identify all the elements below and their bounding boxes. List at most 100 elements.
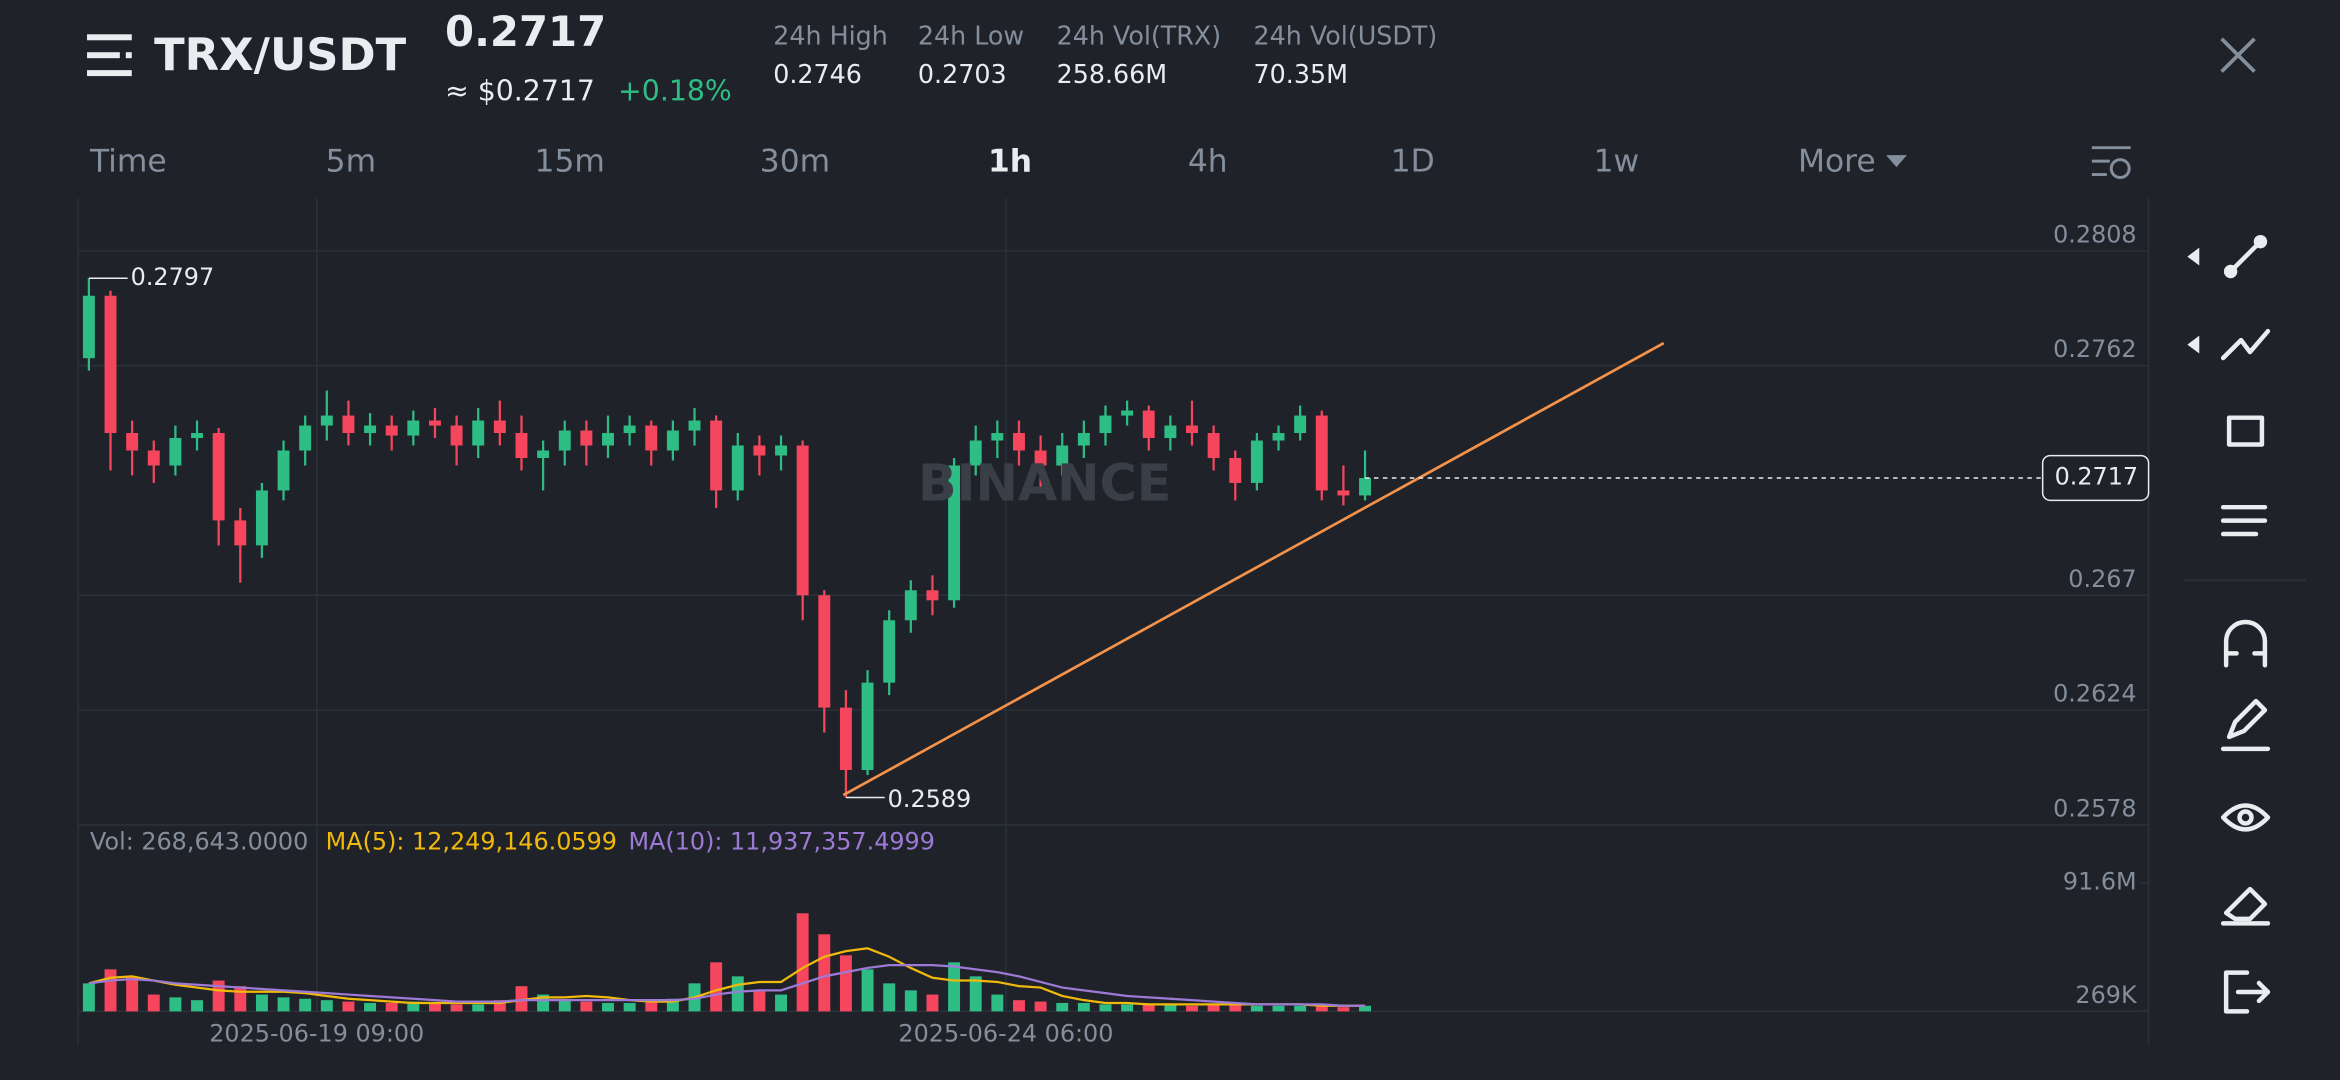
candle-body xyxy=(1315,415,1328,491)
pair[interactable]: TRX/USDT xyxy=(154,28,407,81)
magnet-tool[interactable] xyxy=(2223,619,2268,668)
last-price: 0.2717 xyxy=(445,7,606,56)
volume-ma-line xyxy=(88,947,1366,1007)
candle-body xyxy=(407,420,420,436)
y-tick-label: 0.267 xyxy=(2068,565,2136,593)
candle-body xyxy=(969,440,982,466)
stat-value: 70.35M xyxy=(1254,59,1348,89)
annotation-label: 0.2589 xyxy=(888,785,972,813)
volume-bar xyxy=(472,1004,485,1012)
volume-bar xyxy=(623,1002,636,1012)
timeframe-tab[interactable]: 1h xyxy=(988,144,1032,180)
candle-body xyxy=(277,450,290,491)
close-button[interactable] xyxy=(2220,37,2256,73)
timeframe-tab[interactable]: 5m xyxy=(326,144,376,180)
candle-body xyxy=(537,450,550,458)
volume-legend: MA(5): 12,249,146.0599 xyxy=(326,827,617,855)
candle-body xyxy=(1099,415,1112,434)
volume-bar xyxy=(407,1001,420,1012)
last-price-label: 0.2717 xyxy=(2055,462,2139,490)
candle-body xyxy=(299,425,312,451)
volume-bar xyxy=(385,1002,398,1012)
volume-bar xyxy=(1250,1005,1263,1012)
volume-bar xyxy=(1077,1002,1090,1012)
volume-bar xyxy=(1294,1005,1307,1012)
candle-body xyxy=(558,430,571,451)
volume-bar xyxy=(342,1001,355,1012)
candle-body xyxy=(493,420,506,434)
candle-body xyxy=(775,445,788,456)
line-tool[interactable] xyxy=(2223,234,2268,279)
candle-body xyxy=(472,420,485,446)
volume-bar xyxy=(1142,1004,1155,1012)
annotation-label: 0.2797 xyxy=(131,263,215,291)
candle-body xyxy=(342,415,355,434)
fib-tool[interactable] xyxy=(2220,328,2271,361)
timeframe-tab[interactable]: 30m xyxy=(760,144,830,180)
volume-bar xyxy=(1359,1005,1372,1012)
y-tick-label: 0.2762 xyxy=(2053,335,2137,363)
volume-bar xyxy=(320,1000,333,1012)
candle-body xyxy=(1012,433,1025,451)
timeframe-tab[interactable]: Time xyxy=(89,144,167,180)
volume-bar xyxy=(883,983,896,1012)
settings-lines[interactable] xyxy=(2220,504,2268,537)
y-tick-label: 0.2808 xyxy=(2053,220,2137,248)
pen-tool[interactable] xyxy=(2220,698,2271,752)
shape-tool[interactable] xyxy=(2226,415,2265,447)
candle-body xyxy=(839,707,852,771)
volume-bar xyxy=(450,1004,463,1012)
timeframe-tab[interactable]: 1w xyxy=(1594,144,1640,180)
timeframe-tab[interactable]: 4h xyxy=(1188,144,1228,180)
candle-body xyxy=(147,450,160,466)
volume-bar xyxy=(602,1002,614,1012)
candle-body xyxy=(1164,425,1177,439)
candle-body xyxy=(428,420,441,426)
stat-label: 24h High xyxy=(773,20,888,50)
stat-value: 258.66M xyxy=(1057,59,1168,89)
volume-bar xyxy=(364,1002,377,1012)
volume-bar xyxy=(558,1000,571,1012)
candle-body xyxy=(255,490,268,546)
last-price-tag xyxy=(2041,454,2150,502)
volume-bar xyxy=(1034,1001,1047,1012)
volume-bar xyxy=(818,934,831,1012)
candle-body xyxy=(1229,457,1242,483)
candle-body xyxy=(1034,450,1047,466)
volume-bar xyxy=(753,990,766,1012)
exit-tool[interactable] xyxy=(2223,970,2271,1014)
candle-body xyxy=(645,425,658,451)
candle-body xyxy=(515,433,528,458)
volume-bar xyxy=(796,913,809,1012)
candle-body xyxy=(1207,433,1220,458)
volume-bar xyxy=(147,994,160,1012)
candle-body xyxy=(731,445,744,491)
timeframe-tab[interactable]: 1D xyxy=(1391,144,1435,180)
volume-bar xyxy=(1229,1002,1242,1012)
candle-body xyxy=(1359,477,1372,496)
volume-tick-label: 269K xyxy=(2075,981,2138,1009)
volume-bar xyxy=(948,962,961,1012)
volume-bar xyxy=(710,962,723,1012)
volume-bar xyxy=(428,1002,441,1012)
volume-bar xyxy=(234,986,247,1012)
settings-icon[interactable] xyxy=(2091,146,2131,180)
candle-body xyxy=(1186,425,1198,434)
volume-bar xyxy=(1315,1005,1328,1012)
eraser-tool[interactable] xyxy=(2220,886,2271,926)
menu-icon[interactable] xyxy=(87,34,132,77)
volume-bar xyxy=(1337,1007,1350,1012)
timeframe-tab[interactable]: More xyxy=(1798,144,1876,180)
candle-body xyxy=(710,420,723,491)
volume-bar xyxy=(926,994,939,1012)
candle-body xyxy=(104,295,117,434)
volume-bar xyxy=(775,994,788,1012)
candle-body xyxy=(1294,415,1307,434)
trend-line xyxy=(842,341,1665,797)
x-tick-label: 2025-06-19 09:00 xyxy=(209,1020,424,1048)
x-tick-label: 2025-06-24 06:00 xyxy=(898,1020,1113,1048)
timeframe-tab[interactable]: 15m xyxy=(535,144,605,180)
eye-tool[interactable] xyxy=(2220,803,2271,832)
